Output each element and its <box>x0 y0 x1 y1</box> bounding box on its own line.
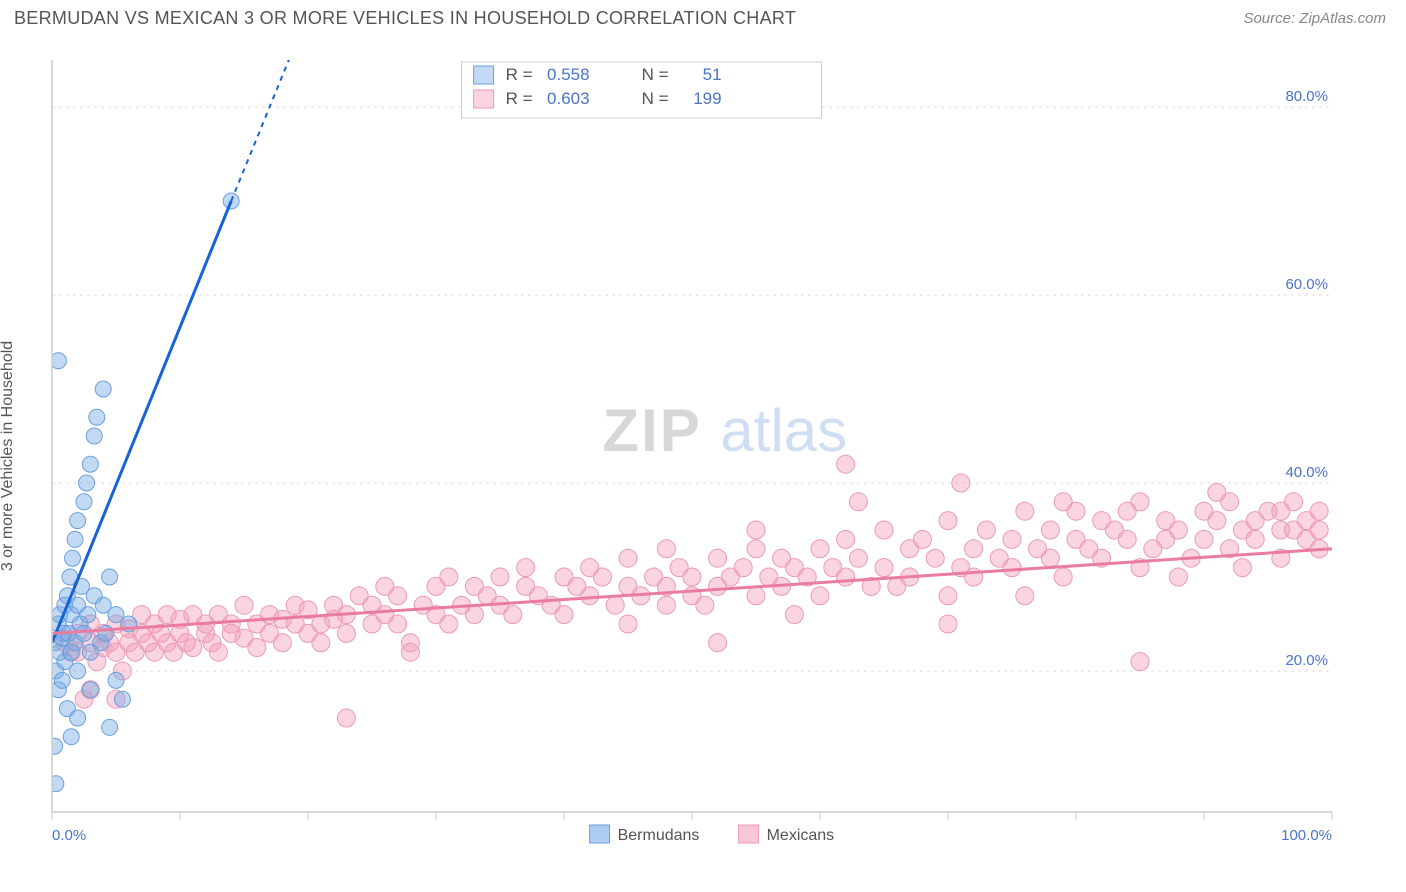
svg-text:0.0%: 0.0% <box>52 827 86 844</box>
svg-text:ZIP: ZIP <box>602 397 701 464</box>
scatter-chart: ZIP atlas 0.0% 100.0% 20.0% 40.0% 60.0% 80.0% R … <box>14 40 1392 872</box>
svg-text:60.0%: 60.0% <box>1285 276 1328 293</box>
svg-text:100.0%: 100.0% <box>1281 827 1332 844</box>
chart-title: BERMUDAN VS MEXICAN 3 OR MORE VEHICLES I… <box>14 8 796 29</box>
chart-source: Source: ZipAtlas.com <box>1243 10 1386 27</box>
svg-text:20.0%: 20.0% <box>1285 652 1328 669</box>
svg-text:atlas: atlas <box>720 397 847 464</box>
svg-text:N =: N = <box>642 65 669 84</box>
svg-text:R =: R = <box>506 65 533 84</box>
svg-text:Mexicans: Mexicans <box>767 827 835 844</box>
svg-text:80.0%: 80.0% <box>1285 88 1328 105</box>
svg-text:0.603: 0.603 <box>547 89 590 108</box>
svg-text:51: 51 <box>703 65 722 84</box>
chart-header: BERMUDAN VS MEXICAN 3 OR MORE VEHICLES I… <box>0 0 1406 33</box>
svg-text:N =: N = <box>642 89 669 108</box>
svg-text:Bermudans: Bermudans <box>618 827 700 844</box>
chart-container: 3 or more Vehicles in Household ZIPatlas… <box>14 40 1392 872</box>
svg-text:0.558: 0.558 <box>547 65 590 84</box>
svg-text:199: 199 <box>693 89 721 108</box>
y-axis-label: 3 or more Vehicles in Household <box>0 341 17 571</box>
svg-text:R =: R = <box>506 89 533 108</box>
svg-text:40.0%: 40.0% <box>1285 464 1328 481</box>
